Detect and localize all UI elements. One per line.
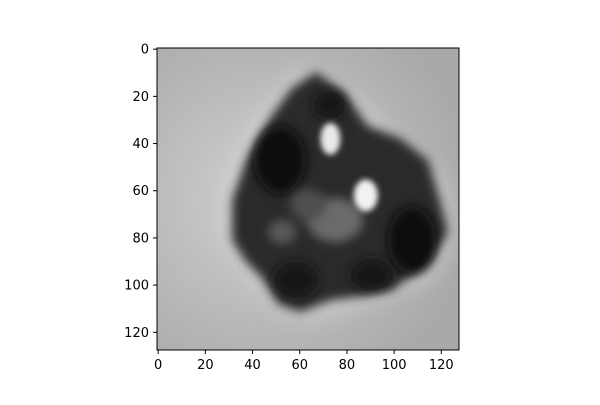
bright-spot xyxy=(320,122,341,155)
dark-core-3 xyxy=(274,262,318,298)
y-tick-label: 60 xyxy=(132,184,149,199)
y-axis: 0 20 40 60 80 100 120 xyxy=(124,43,157,341)
y-tick-label: 100 xyxy=(124,279,149,294)
x-tick-label: 0 xyxy=(154,358,162,373)
mid-interior-2 xyxy=(290,189,326,221)
dark-core-4 xyxy=(350,259,394,291)
x-tick-label: 100 xyxy=(382,358,407,373)
y-tick-label: 0 xyxy=(141,43,149,58)
mid-interior-3 xyxy=(268,220,296,244)
x-tick-label: 20 xyxy=(197,358,214,373)
heatmap-image xyxy=(157,48,459,350)
dark-core-1 xyxy=(254,126,306,194)
x-axis: 0 20 40 60 80 100 120 xyxy=(154,350,454,373)
axes-frame xyxy=(156,47,460,351)
y-tick-label: 120 xyxy=(124,326,149,341)
dark-core-5 xyxy=(314,91,346,119)
x-tick-label: 60 xyxy=(291,358,308,373)
y-tick-label: 80 xyxy=(132,231,149,246)
y-tick-label: 40 xyxy=(132,137,149,152)
x-tick-label: 120 xyxy=(429,358,454,373)
x-tick-label: 80 xyxy=(339,358,356,373)
dark-core-2 xyxy=(388,206,436,274)
x-tick-label: 40 xyxy=(244,358,261,373)
y-tick-label: 20 xyxy=(132,90,149,105)
bright-spot xyxy=(353,179,378,212)
